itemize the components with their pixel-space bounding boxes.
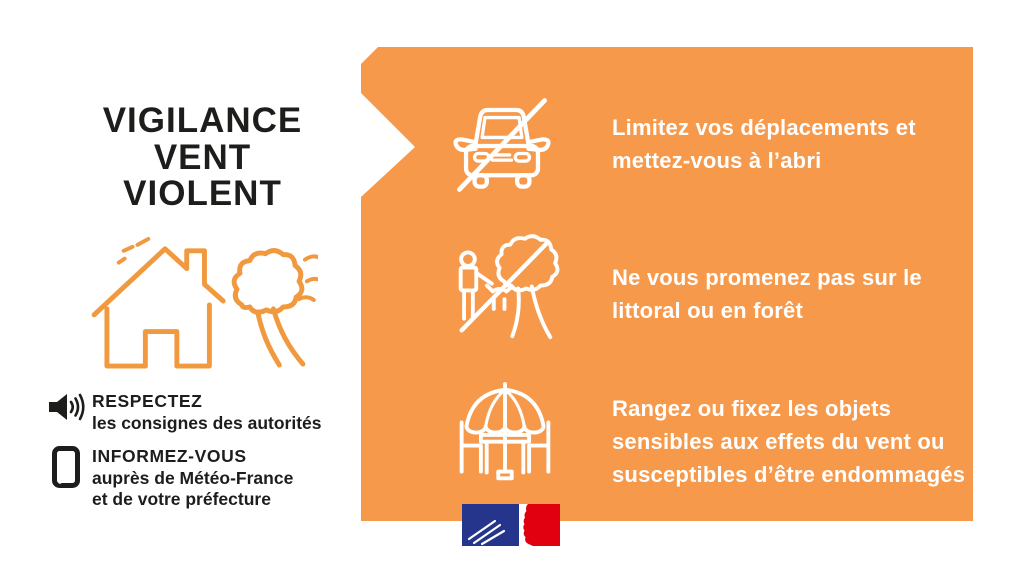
advice-line: et de votre préfecture	[92, 489, 271, 509]
advice-heading: INFORMEZ-VOUS	[92, 446, 247, 466]
marianne-profile	[523, 504, 533, 546]
house-tree-wind-illustration	[91, 236, 318, 369]
instruction-line: susceptibles d’être endommagés	[612, 462, 966, 487]
instruction-1: Limitez vos déplacements et mettez-vous …	[612, 111, 973, 177]
title-line-2: VENT	[153, 137, 252, 177]
smartphone-icon	[52, 446, 80, 488]
no-driving-icon	[453, 98, 551, 192]
tree-trunk	[255, 306, 306, 368]
advice-respectez-text: RESPECTEZ les consignes des autorités	[92, 391, 322, 434]
instruction-line: Ne vous promenez pas sur le	[612, 265, 922, 290]
wind-stroke-icon	[297, 254, 318, 303]
page-title: VIGILANCE VENT VIOLENT	[30, 101, 375, 213]
house-door	[142, 329, 180, 369]
house-roof	[91, 246, 190, 318]
advice-heading: RESPECTEZ	[92, 391, 203, 411]
advice-informez-text: INFORMEZ-VOUS auprès de Météo-France et …	[92, 446, 293, 511]
instruction-line: mettez-vous à l’abri	[612, 148, 822, 173]
comet-strokes	[467, 519, 506, 546]
title-line-1: VIGILANCE	[102, 101, 303, 140]
house-chimney	[184, 248, 226, 304]
instruction-line: sensibles aux effets du vent ou	[612, 429, 945, 454]
instruction-2: Ne vous promenez pas sur le littoral ou …	[612, 261, 973, 327]
instruction-line: Limitez vos déplacements et	[612, 115, 916, 140]
house-walls	[104, 302, 212, 369]
instruction-3: Rangez ou fixez les objets sensibles aux…	[612, 392, 973, 491]
tree-canopy	[231, 248, 305, 315]
warning-panel: Limitez vos déplacements et mettez-vous …	[361, 47, 973, 521]
loudspeaker-icon	[49, 393, 85, 421]
title-line-3: VIOLENT	[123, 174, 282, 213]
secure-objects-icon	[459, 381, 551, 481]
instruction-line: Rangez ou fixez les objets	[612, 396, 892, 421]
advice-line: les consignes des autorités	[92, 412, 322, 433]
french-republic-marianne-logo	[462, 504, 560, 546]
no-walking-icon	[458, 234, 560, 340]
wind-dash-icon	[116, 236, 151, 265]
instruction-line: littoral ou en forêt	[612, 298, 803, 323]
advice-line: auprès de Météo-France	[92, 467, 294, 488]
